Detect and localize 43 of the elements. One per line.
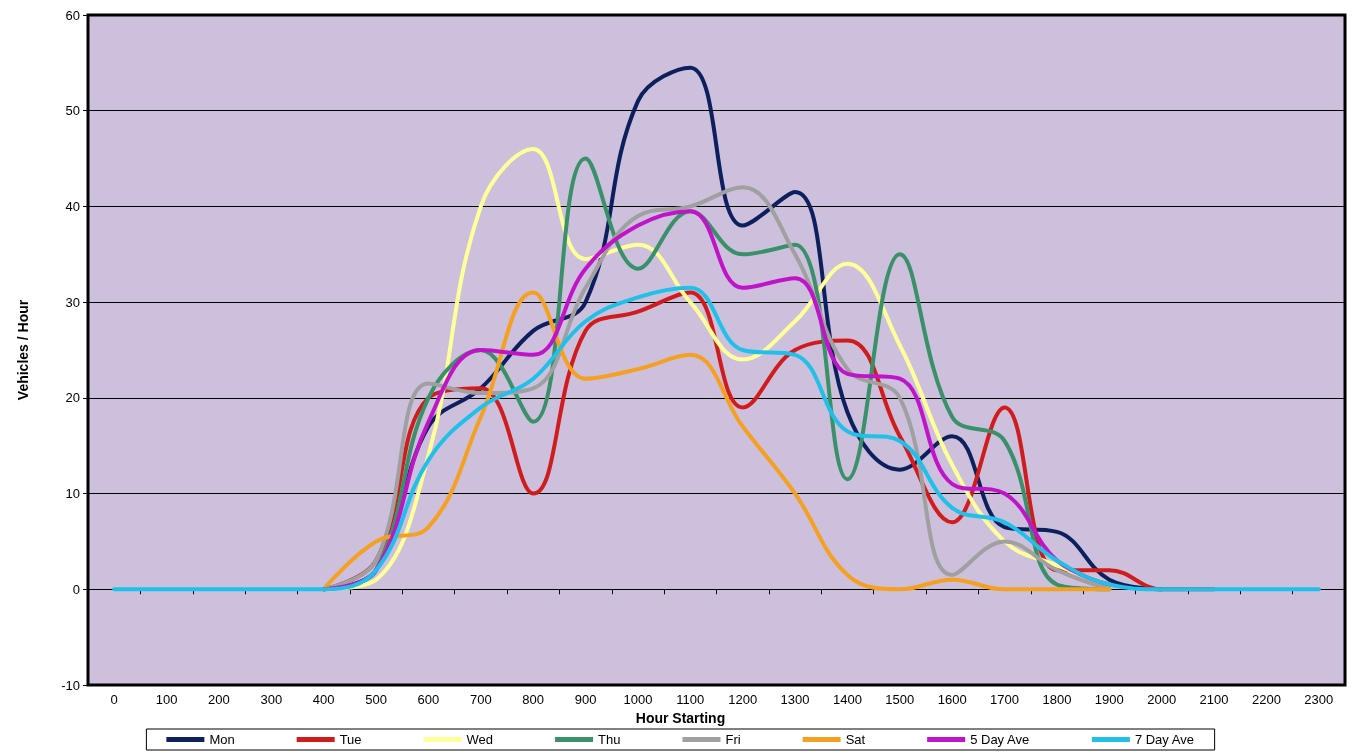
- legend-label: Sat: [845, 732, 866, 747]
- x-tick-label: 1800: [1042, 692, 1072, 707]
- x-tick-label: 1900: [1094, 692, 1124, 707]
- x-tick-label: 800: [522, 692, 545, 707]
- x-tick-label: 1000: [623, 692, 653, 707]
- x-tick-label: 300: [260, 692, 283, 707]
- x-tick-label: 400: [312, 692, 335, 707]
- line-series: [112, 285, 1321, 592]
- x-tick-label: 0: [110, 692, 118, 707]
- y-tick-label: 10: [65, 486, 80, 502]
- x-axis-title: Hour Starting: [635, 710, 726, 726]
- y-tick-label: 50: [65, 103, 80, 119]
- legend-label: Thu: [598, 732, 621, 747]
- legend-label: 5 Day Ave: [970, 732, 1030, 747]
- legend-label: 7 Day Ave: [1134, 732, 1194, 747]
- x-tick-label: 2000: [1147, 692, 1177, 707]
- x-tick-label: 600: [417, 692, 440, 707]
- x-tick-label: 900: [574, 692, 597, 707]
- x-tick-label: 500: [365, 692, 387, 707]
- x-tick-label: 1300: [780, 692, 810, 707]
- x-tick-label: 2300: [1304, 692, 1334, 707]
- x-tick-label: 2100: [1199, 692, 1229, 707]
- x-tick-label: 1400: [832, 692, 862, 707]
- y-axis-title: Vehicles / Hour: [15, 299, 31, 401]
- y-tick-label: 30: [65, 294, 80, 310]
- x-tick-label: 1500: [885, 692, 915, 707]
- legend-label: Fri: [725, 732, 741, 747]
- x-tick-label: 100: [155, 692, 178, 707]
- y-tick-label: 0: [72, 581, 80, 597]
- legend-label: Tue: [339, 732, 362, 747]
- x-tick-label: 2200: [1251, 692, 1281, 707]
- x-tick-label: 1200: [728, 692, 758, 707]
- y-tick-label: 60: [65, 7, 80, 23]
- y-tick-label: -10: [61, 677, 80, 693]
- y-tick-label: 40: [65, 198, 80, 214]
- x-tick-label: 1700: [990, 692, 1020, 707]
- legend-label: Wed: [466, 732, 494, 747]
- x-tick-label: 700: [469, 692, 492, 707]
- x-tick-label: 1100: [676, 692, 705, 707]
- x-tick-label: 1600: [937, 692, 967, 707]
- y-tick-label: 20: [65, 390, 80, 406]
- legend-label: Mon: [209, 732, 235, 747]
- x-tick-label: 200: [208, 692, 230, 707]
